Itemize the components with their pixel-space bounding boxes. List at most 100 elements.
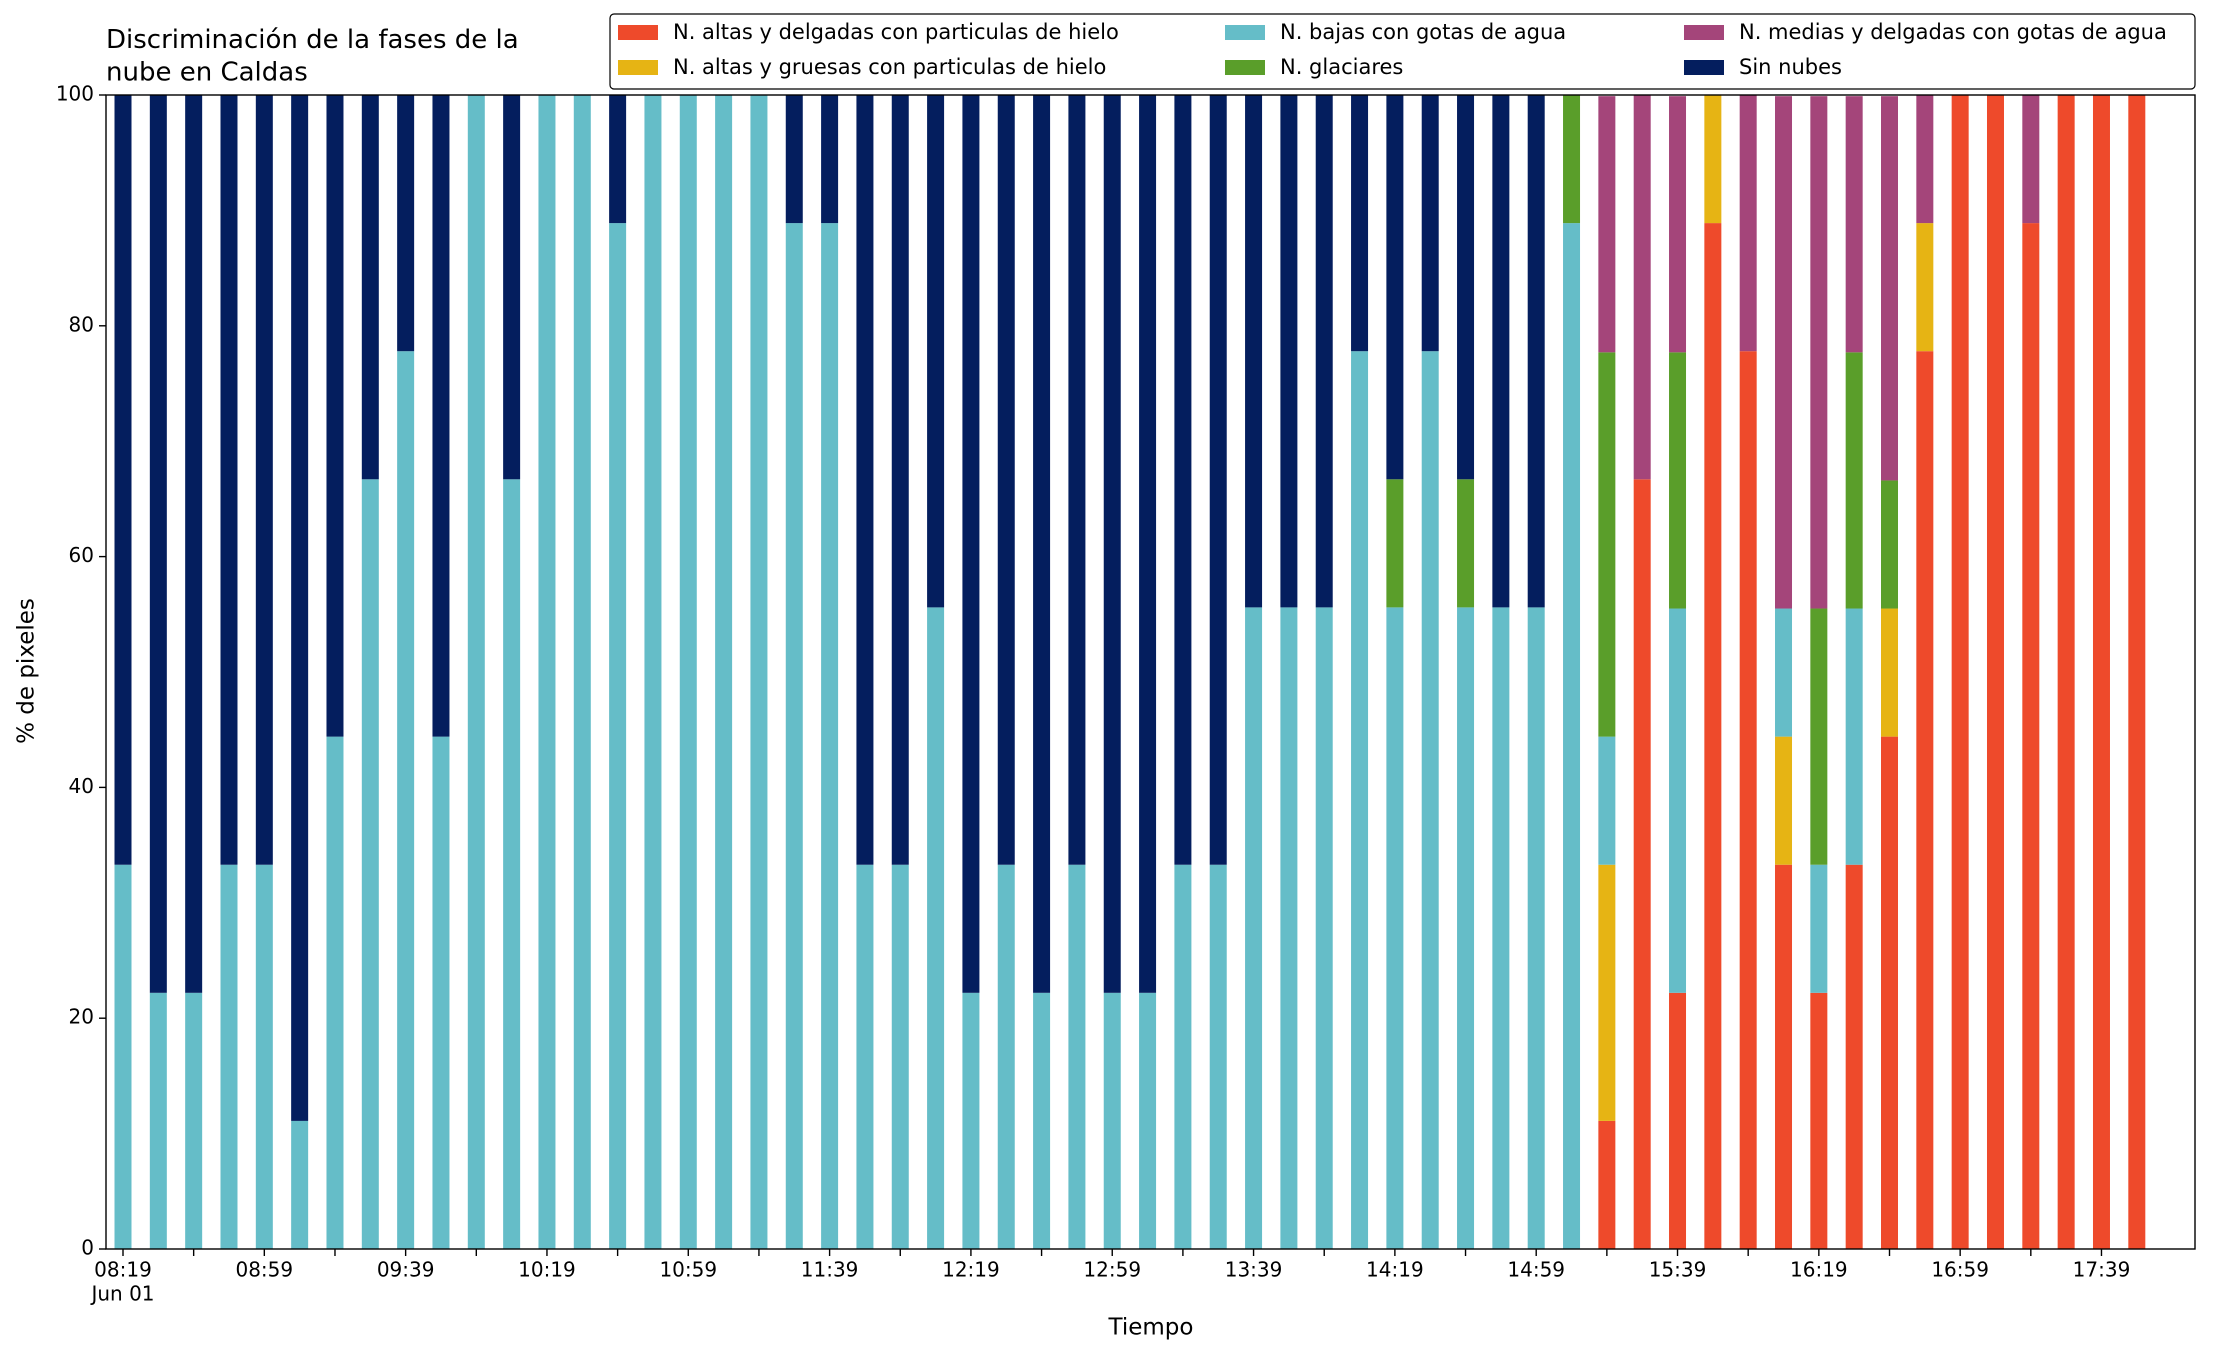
bar-segment <box>1881 736 1898 1249</box>
bar-segment <box>255 864 273 1249</box>
bar-segment <box>149 95 167 993</box>
y-tick-label: 60 <box>69 543 94 567</box>
bar-segment <box>2092 95 2110 1249</box>
bar-segment <box>715 95 733 1249</box>
bar-segment <box>679 95 697 1249</box>
bar-segment <box>1068 95 1086 865</box>
bar-segment <box>1315 95 1333 608</box>
bar-segment <box>891 95 909 865</box>
bar-segment <box>1916 95 1934 224</box>
bar-segment <box>856 95 874 865</box>
y-tick-label: 80 <box>69 312 94 336</box>
bar-segment <box>1492 95 1510 608</box>
bar-segment <box>1033 95 1051 993</box>
bar-segment <box>1916 223 1934 352</box>
y-tick-label: 100 <box>56 82 94 106</box>
bar-segment <box>1033 992 1051 1249</box>
bar-segment <box>927 607 945 1249</box>
bar-segment <box>1209 864 1227 1249</box>
legend-swatch <box>1684 60 1724 75</box>
bar-segment <box>1386 479 1404 608</box>
legend-label: N. altas y delgadas con particulas de hi… <box>673 20 1119 44</box>
legend-box <box>609 13 2196 90</box>
bar-segment <box>1103 992 1121 1249</box>
bar-segment <box>1386 95 1404 480</box>
bar-segment <box>1739 95 1757 352</box>
bar-segment <box>1068 864 1086 1249</box>
x-tick-label: 09:39 <box>377 1258 435 1282</box>
bar-segment <box>785 223 803 1249</box>
x-tick-label: 14:59 <box>1507 1258 1565 1282</box>
bar-segment <box>1775 608 1793 737</box>
bar-segment <box>185 992 203 1249</box>
x-tick-label: 12:19 <box>942 1258 1000 1282</box>
bar-segment <box>962 95 980 993</box>
x-date-label: Jun 01 <box>89 1282 154 1306</box>
x-tick-label: 11:39 <box>801 1258 859 1282</box>
bar-segment <box>962 992 980 1249</box>
legend-label: N. bajas con gotas de agua <box>1280 20 1566 44</box>
y-tick-label: 40 <box>69 774 94 798</box>
bar-segment <box>1669 352 1687 609</box>
bar-segment <box>1457 607 1475 1249</box>
bar-segment <box>1881 480 1898 609</box>
bar-segment <box>1280 607 1298 1249</box>
bar-segment <box>1704 95 1722 224</box>
bar-segment <box>1986 95 2004 1249</box>
bar-segment <box>1633 479 1651 1250</box>
bar-segment <box>1633 95 1651 480</box>
bar-segment <box>891 864 909 1249</box>
bar-segment <box>361 95 379 480</box>
bar-segment <box>1775 864 1793 1249</box>
bar-segment <box>1351 95 1369 352</box>
bar-segment <box>1916 351 1934 1249</box>
bar-segment <box>1845 96 1863 353</box>
bar-segment <box>361 479 379 1250</box>
bar-segment <box>149 992 167 1249</box>
bar-segment <box>1492 607 1510 1249</box>
x-tick-label: 15:39 <box>1649 1258 1707 1282</box>
legend-label: Sin nubes <box>1739 55 1842 79</box>
x-tick-label: 16:19 <box>1790 1258 1848 1282</box>
bar-segment <box>1598 352 1616 737</box>
plot-frame <box>105 94 2196 1250</box>
bar-segment <box>1598 96 1616 353</box>
bar-segment <box>503 95 521 480</box>
legend-swatch <box>1684 25 1724 40</box>
bar-segment <box>1457 479 1475 608</box>
bar-segment <box>1739 351 1757 1249</box>
y-axis-label: % de pixeles <box>14 598 40 744</box>
bar-segment <box>538 95 556 1249</box>
bar-segment <box>1845 608 1863 865</box>
bar-segment <box>1881 608 1898 737</box>
x-tick-label: 13:39 <box>1225 1258 1283 1282</box>
bar-segment <box>856 864 874 1249</box>
bar-segment <box>644 95 662 1249</box>
bar-segment <box>1527 607 1545 1249</box>
y-tick-label: 0 <box>81 1236 94 1260</box>
bar-segment <box>1598 1120 1616 1249</box>
bar-segment <box>750 95 768 1249</box>
bar-segment <box>1775 736 1793 865</box>
bar-segment <box>1103 95 1121 993</box>
bar-segment <box>220 864 238 1249</box>
bar-segment <box>1386 607 1404 1249</box>
bar-segment <box>997 864 1015 1249</box>
bar-segment <box>432 95 450 737</box>
bar-segment <box>1775 96 1793 609</box>
bar-segment <box>821 223 839 1249</box>
bar-segment <box>2022 223 2040 1249</box>
bar-segment <box>1598 864 1616 1121</box>
bar-segment <box>1563 223 1581 1249</box>
bar-segment <box>326 736 344 1249</box>
bar-segment <box>185 95 203 993</box>
bar-segment <box>1245 95 1263 608</box>
bar-segment <box>432 736 450 1249</box>
bar-segment <box>1563 95 1581 224</box>
bar-segment <box>609 95 627 224</box>
legend-swatch <box>618 60 658 75</box>
bar-segment <box>1245 607 1263 1249</box>
legend-label: N. glaciares <box>1280 55 1403 79</box>
bar-segment <box>397 351 415 1249</box>
